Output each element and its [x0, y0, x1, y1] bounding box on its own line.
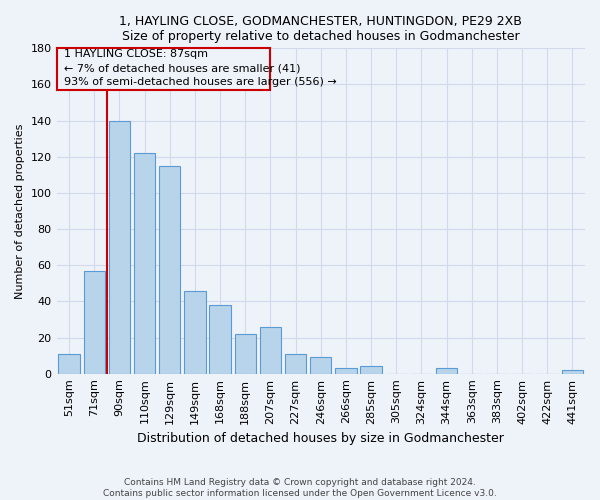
Bar [209, 305, 231, 374]
Text: 1 HAYLING CLOSE: 87sqm
← 7% of detached houses are smaller (41)
93% of semi-deta: 1 HAYLING CLOSE: 87sqm ← 7% of detached … [64, 49, 337, 87]
X-axis label: Distribution of detached houses by size in Godmanchester: Distribution of detached houses by size … [137, 432, 504, 445]
Bar [285, 354, 307, 374]
Y-axis label: Number of detached properties: Number of detached properties [15, 124, 25, 298]
Bar [335, 368, 356, 374]
Bar [134, 153, 155, 374]
Bar [109, 120, 130, 374]
FancyBboxPatch shape [56, 48, 271, 90]
Bar [436, 368, 457, 374]
Bar [58, 354, 80, 374]
Bar [235, 334, 256, 374]
Bar [83, 270, 105, 374]
Text: Contains HM Land Registry data © Crown copyright and database right 2024.
Contai: Contains HM Land Registry data © Crown c… [103, 478, 497, 498]
Bar [361, 366, 382, 374]
Bar [562, 370, 583, 374]
Bar [260, 326, 281, 374]
Bar [184, 290, 206, 374]
Bar [310, 358, 331, 374]
Title: 1, HAYLING CLOSE, GODMANCHESTER, HUNTINGDON, PE29 2XB
Size of property relative : 1, HAYLING CLOSE, GODMANCHESTER, HUNTING… [119, 15, 522, 43]
Bar [159, 166, 181, 374]
